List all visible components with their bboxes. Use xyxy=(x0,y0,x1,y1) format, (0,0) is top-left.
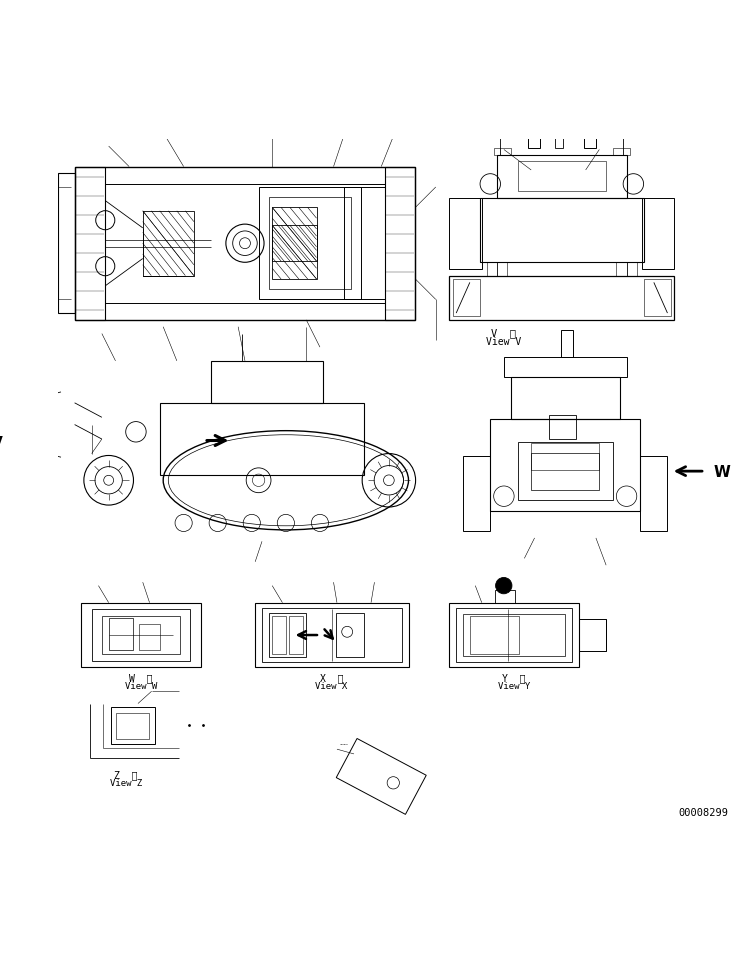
Bar xyxy=(613,149,630,156)
Bar xyxy=(511,378,620,419)
Bar xyxy=(105,185,385,304)
Bar xyxy=(109,618,132,651)
Bar xyxy=(211,361,324,404)
Bar xyxy=(517,443,613,501)
Bar xyxy=(487,262,507,276)
Bar xyxy=(463,456,490,531)
Bar xyxy=(584,134,596,149)
Bar xyxy=(579,619,606,652)
Bar xyxy=(449,276,674,321)
Bar xyxy=(272,209,316,261)
Text: View Z: View Z xyxy=(109,778,142,788)
Bar xyxy=(480,198,644,262)
Text: View W: View W xyxy=(125,681,157,690)
Bar xyxy=(259,187,361,300)
Text: W: W xyxy=(714,464,731,480)
Bar xyxy=(449,604,579,668)
Bar xyxy=(497,156,627,198)
Bar xyxy=(75,167,105,321)
Text: V: V xyxy=(0,435,3,451)
Bar xyxy=(517,162,606,191)
Bar xyxy=(494,591,515,604)
Bar xyxy=(255,604,409,668)
Bar xyxy=(561,331,573,357)
Bar xyxy=(92,610,191,661)
Bar xyxy=(463,614,565,656)
Bar xyxy=(344,187,385,300)
Bar xyxy=(272,226,316,280)
Bar xyxy=(456,608,572,662)
Bar xyxy=(640,456,667,531)
Bar xyxy=(81,604,201,668)
Bar xyxy=(549,416,576,439)
Text: Y  視: Y 視 xyxy=(503,673,526,682)
Bar xyxy=(289,617,303,654)
Bar xyxy=(449,198,482,269)
Bar xyxy=(58,174,75,313)
Text: View V: View V xyxy=(486,336,522,346)
Bar xyxy=(336,613,364,657)
Bar xyxy=(641,198,674,269)
Text: View X: View X xyxy=(316,681,347,690)
Bar xyxy=(470,617,519,654)
Text: W  視: W 視 xyxy=(129,673,152,682)
Text: V  視: V 視 xyxy=(491,328,517,337)
Bar xyxy=(272,617,286,654)
Bar xyxy=(269,613,306,657)
Bar xyxy=(504,357,627,378)
Bar xyxy=(490,419,640,511)
Bar xyxy=(116,713,149,739)
Bar xyxy=(111,707,155,745)
Bar xyxy=(494,149,511,156)
Bar xyxy=(143,211,194,276)
Text: X  視: X 視 xyxy=(320,673,343,682)
Text: 00008299: 00008299 xyxy=(679,807,729,818)
Bar xyxy=(531,443,599,470)
Bar xyxy=(160,404,364,476)
Bar xyxy=(262,608,402,662)
Bar xyxy=(385,167,415,321)
Bar xyxy=(555,136,563,149)
Text: View Y: View Y xyxy=(498,681,531,690)
Circle shape xyxy=(496,578,512,594)
Bar xyxy=(75,167,415,321)
Bar xyxy=(269,198,350,290)
Bar xyxy=(644,280,671,317)
Bar xyxy=(102,617,180,654)
Bar xyxy=(528,134,540,149)
Bar xyxy=(140,625,160,651)
Bar xyxy=(531,454,599,491)
Text: Z  視: Z 視 xyxy=(114,770,137,779)
Bar xyxy=(453,280,480,317)
Bar xyxy=(616,262,637,276)
